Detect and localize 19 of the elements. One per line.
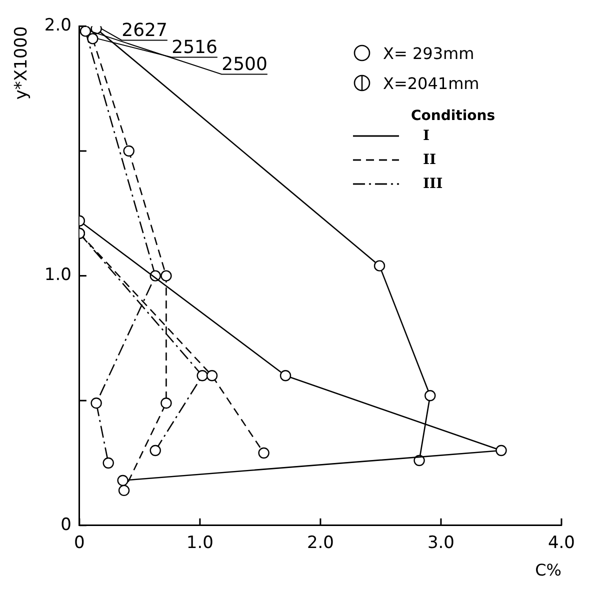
x-tick-label: 4.0: [548, 533, 576, 554]
legend-label: III: [423, 176, 443, 192]
x-tick-label: 2.0: [306, 533, 334, 554]
legend-title: Conditions: [411, 108, 496, 124]
annotation: 2500: [222, 54, 268, 75]
annotation: 2516: [172, 36, 218, 58]
x-tick-label: 0: [74, 533, 85, 554]
annotation: X= 293mm: [383, 44, 474, 62]
annotation: X=2041mm: [383, 74, 480, 92]
y-axis-title: y*X1000: [12, 26, 32, 100]
x-tick-label: 3.0: [427, 533, 454, 554]
x-axis-title: C%: [535, 560, 562, 580]
y-tick-label: 2.0: [44, 16, 72, 36]
annotation: 2627: [122, 20, 168, 41]
y-tick-label: 1.0: [44, 265, 72, 286]
y-tick-label: 0: [60, 514, 72, 535]
x-tick-label: 1.0: [186, 533, 214, 554]
legend-label: I: [423, 128, 430, 144]
legend-label: II: [423, 152, 436, 168]
